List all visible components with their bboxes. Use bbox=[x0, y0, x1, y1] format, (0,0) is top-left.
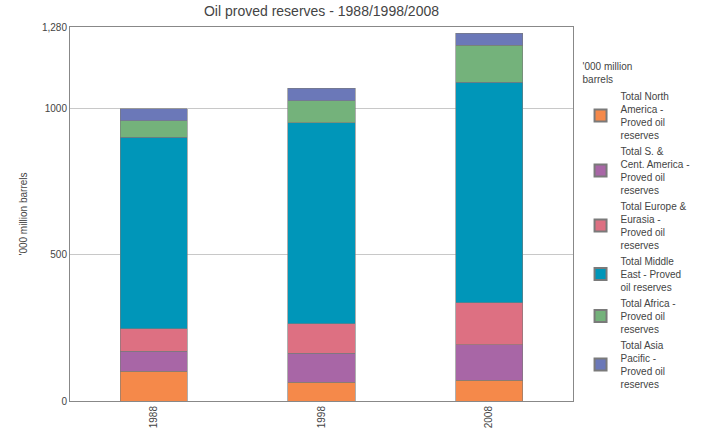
svg-text:Oil proved reserves - 1988/199: Oil proved reserves - 1988/1998/2008 bbox=[204, 3, 439, 19]
svg-text:1988: 1988 bbox=[148, 406, 159, 429]
svg-text:Total S. &Cent. America -Prove: Total S. &Cent. America -Proved oilreser… bbox=[621, 146, 690, 196]
svg-text:1,280: 1,280 bbox=[42, 22, 67, 33]
svg-text:1000: 1000 bbox=[45, 103, 68, 114]
svg-text:0: 0 bbox=[61, 396, 67, 407]
svg-text:Total NorthAmerica -Proved oil: Total NorthAmerica -Proved oilreserves bbox=[621, 91, 669, 141]
svg-text:'000 millionbarrels: '000 millionbarrels bbox=[583, 61, 633, 85]
svg-text:2008: 2008 bbox=[483, 406, 494, 429]
svg-text:Total MiddleEast - Provedoil r: Total MiddleEast - Provedoil reserves bbox=[621, 256, 682, 293]
svg-text:Total Africa -Proved oilreserv: Total Africa -Proved oilreserves bbox=[621, 298, 676, 335]
svg-text:'000 million barrels: '000 million barrels bbox=[18, 172, 29, 255]
svg-text:500: 500 bbox=[50, 249, 67, 260]
svg-text:1998: 1998 bbox=[316, 406, 327, 429]
svg-text:Total AsiaPacific -Proved oilr: Total AsiaPacific -Proved oilreserves bbox=[621, 340, 665, 390]
svg-text:Total Europe &Eurasia -Proved: Total Europe &Eurasia -Proved oilreserve… bbox=[621, 201, 687, 251]
